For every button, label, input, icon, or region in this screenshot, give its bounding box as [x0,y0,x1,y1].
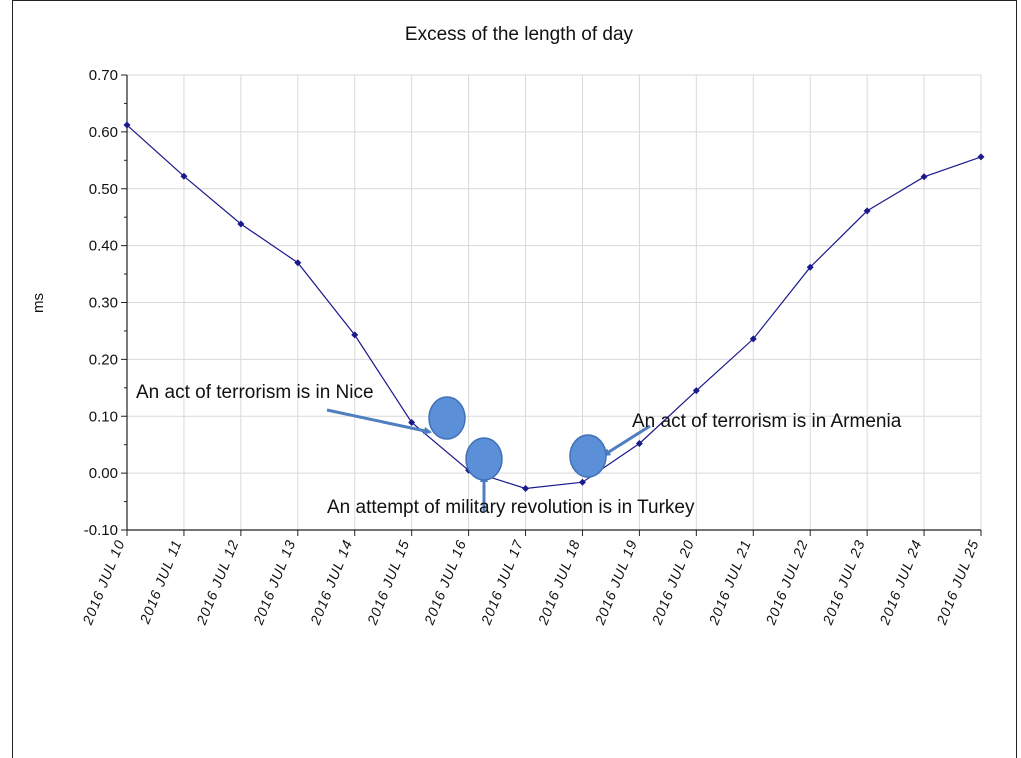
x-tick-label: 2016 JUL 13 [250,537,299,627]
data-point [294,259,302,267]
data-point [863,207,871,215]
y-tick-label: 0.30 [89,295,118,312]
y-tick-label: 0.50 [89,181,118,198]
annotation-marker [428,396,466,440]
annotation-marker [465,437,503,481]
x-tick-label: 2016 JUL 10 [79,537,128,627]
x-tick-label: 2016 JUL 15 [363,537,412,627]
y-tick-label: 0.60 [89,124,118,141]
annotations: An act of terrorism is in Nice An attempt… [136,382,902,518]
data-point [977,153,985,161]
data-point [123,121,131,129]
x-tick-label: 2016 JUL 25 [933,537,982,627]
x-tick-label: 2016 JUL 11 [136,537,185,627]
y-axis-label: ms [30,293,47,313]
x-tick-label: 2016 JUL 18 [534,537,583,627]
y-tick-label: 0.40 [89,238,118,255]
x-ticks: 2016 JUL 10 2016 JUL 11 2016 JUL 12 2016 JU… [79,537,982,628]
annotation-arrow [602,424,651,457]
annotation-marker [569,434,607,478]
grid [126,74,982,531]
annotation-label: An act of terrorism is in Nice [136,382,374,403]
y-tick-label: -0.10 [84,522,118,539]
chart-frame [12,0,1017,758]
series [123,121,985,492]
data-point [635,440,643,448]
data-point [749,335,757,343]
x-tick-label: 2016 JUL 22 [762,537,811,627]
x-tick-label: 2016 JUL 20 [648,537,697,627]
data-point [806,263,814,271]
series-line [126,124,982,490]
annotation-label: An act of terrorism is in Armenia [632,411,902,432]
x-tick-label: 2016 JUL 16 [420,537,469,627]
x-tick-label: 2016 JUL 24 [876,537,925,627]
axes [121,74,982,536]
data-point [578,478,586,486]
data-point [237,220,245,228]
y-ticks: -0.10 0.00 0.10 0.20 0.30 0.40 0.50 0.60 0.70 [84,67,118,539]
data-point [920,173,928,181]
chart-title: Excess of the length of day [405,24,634,45]
x-tick-label: 2016 JUL 12 [193,537,242,627]
y-tick-label: 0.00 [89,465,118,482]
x-tick-label: 2016 JUL 19 [591,537,640,627]
data-point [408,419,416,427]
data-point [522,484,530,492]
x-tick-label: 2016 JUL 21 [705,537,754,627]
annotation-label: An attempt of military revolution is in … [327,497,695,518]
y-tick-label: 0.20 [89,351,118,368]
data-point [180,172,188,180]
y-tick-label: 0.10 [89,408,118,425]
x-tick-label: 2016 JUL 17 [477,537,526,628]
y-tick-label: 0.70 [89,67,118,84]
data-point [692,387,700,395]
data-point [351,331,359,339]
annotation-arrow [326,408,432,435]
x-tick-label: 2016 JUL 14 [307,537,356,627]
x-tick-label: 2016 JUL 23 [819,537,868,627]
